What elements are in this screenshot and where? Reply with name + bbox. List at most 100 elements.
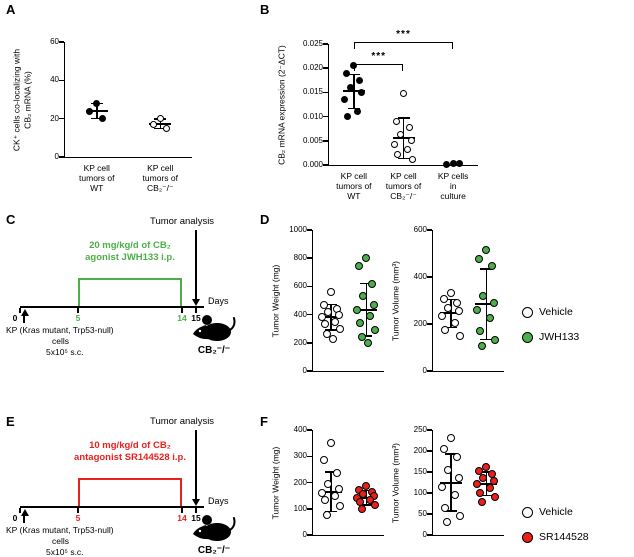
timeline-tick <box>195 508 197 513</box>
error-bar-cap <box>480 268 493 270</box>
data-point <box>162 124 170 132</box>
error-bar-cap <box>397 117 410 119</box>
legend-label: SR144528 <box>539 531 589 543</box>
data-point <box>454 474 463 483</box>
data-point <box>442 518 451 527</box>
error-bar-cap <box>347 107 360 110</box>
down-arrow-icon <box>192 299 200 306</box>
cells-label-line3: 5x10⁵ s.c. <box>46 347 84 357</box>
error-bar-cap <box>444 453 457 455</box>
cells-label-line2: cells <box>52 536 70 546</box>
data-point <box>455 331 464 340</box>
data-point <box>491 336 500 345</box>
y-tick-label: 0.015 <box>302 87 323 97</box>
data-point <box>454 307 463 316</box>
mean-line <box>392 137 415 140</box>
data-point <box>355 261 364 270</box>
error-bar-cap <box>324 510 337 513</box>
chart-b-scatter: CB₂ mRNA expression (2⁻ΔCT) 0.000 0.005 0.… <box>268 20 518 212</box>
y-tick-label: 0 <box>302 530 307 539</box>
panel-label-d: D <box>260 212 270 227</box>
timeline-axis <box>20 306 204 308</box>
data-point <box>330 317 339 326</box>
y-tick <box>323 140 328 142</box>
data-point <box>437 311 446 320</box>
y-tick <box>427 513 432 515</box>
legend-item-sr144528: SR144528 <box>522 531 589 543</box>
data-point <box>358 504 367 513</box>
data-point <box>319 300 328 309</box>
error-bar-cap <box>324 303 337 306</box>
data-point <box>326 288 335 297</box>
sig-label: *** <box>396 29 411 40</box>
treatment-line2: antagonist SR144528 i.p. <box>74 452 186 464</box>
timeline-axis <box>20 506 204 508</box>
timeline-tick <box>19 508 21 513</box>
y-tick <box>307 229 312 231</box>
timeline-tick <box>77 508 79 513</box>
day-0-label: 0 <box>12 513 18 523</box>
chart-d-tumor-volume: Tumor Volume (mm³) 0 200 400 600 <box>384 218 519 403</box>
chart-f-tumor-volume: Tumor Volume (mm³) 0 50 100 150 200 250 <box>384 420 519 555</box>
data-point <box>482 245 491 254</box>
data-point <box>335 502 344 511</box>
error-bar-cap <box>154 127 167 130</box>
y-tick-label: 800 <box>293 253 307 263</box>
y-tick <box>323 164 328 166</box>
data-point <box>359 292 368 301</box>
mouse-icon <box>193 315 236 341</box>
tumor-analysis-arrow <box>195 430 197 499</box>
mean-line <box>319 490 342 493</box>
error-bar-cap <box>360 282 373 285</box>
data-point <box>439 295 448 304</box>
chart-f-tumor-weight: Tumor Weight (mg) 0 100 200 300 400 <box>262 420 397 555</box>
vehicle-marker-icon <box>522 506 533 518</box>
data-point <box>486 483 495 492</box>
y-tick <box>59 117 64 120</box>
treatment-bracket <box>78 478 182 506</box>
data-point <box>371 326 380 335</box>
data-point <box>455 512 464 521</box>
error-bar-cap <box>480 338 493 341</box>
data-point <box>343 69 351 77</box>
data-point <box>476 327 485 336</box>
data-point <box>452 298 461 307</box>
data-point <box>475 255 484 264</box>
treatment-label: 20 mg/kg/d of CB₂ agonist JWH133 i.p. <box>50 240 210 265</box>
cells-label-line2: cells <box>52 336 70 346</box>
error-bar-cap <box>324 471 337 473</box>
y-tick <box>427 492 432 494</box>
mean-line <box>439 312 462 315</box>
panel-label-e: E <box>6 414 15 429</box>
data-point <box>356 76 364 84</box>
plot-area: 0 50 100 150 200 250 <box>414 425 504 539</box>
y-axis-label: Tumor Weight (mg) <box>270 264 281 338</box>
down-arrow-icon <box>192 499 200 506</box>
mean-line <box>319 316 342 319</box>
data-point <box>86 107 94 115</box>
up-arrow-icon <box>20 509 29 516</box>
treatment-label: 10 mg/kg/d of CB₂ antagonist SR144528 i.… <box>50 440 210 465</box>
tumor-analysis-label: Tumor analysis <box>150 216 215 227</box>
y-tick <box>427 276 432 278</box>
data-point <box>490 298 499 307</box>
y-tick-label: 200 <box>293 337 307 347</box>
error-bar-cap <box>444 510 457 512</box>
treatment-line1: 20 mg/kg/d of CB₂ <box>89 240 171 251</box>
up-arrow-icon <box>20 309 29 316</box>
vehicle-marker-icon <box>522 306 533 318</box>
mean-line <box>342 90 365 93</box>
data-point <box>319 456 328 465</box>
sr144528-marker-icon <box>522 531 533 543</box>
data-point <box>490 477 499 486</box>
data-point <box>326 439 335 448</box>
data-point <box>322 511 331 520</box>
y-tick-label: 0.000 <box>302 160 323 169</box>
data-point <box>364 338 373 347</box>
mean-line <box>355 308 378 311</box>
mean-line <box>475 303 498 306</box>
x-group-label: KP cell tumors of WT <box>336 171 372 202</box>
mouse-genotype-label: CB₂⁻/⁻ <box>197 545 231 556</box>
mouse-icon <box>193 515 236 541</box>
injection-arrow <box>23 315 25 323</box>
